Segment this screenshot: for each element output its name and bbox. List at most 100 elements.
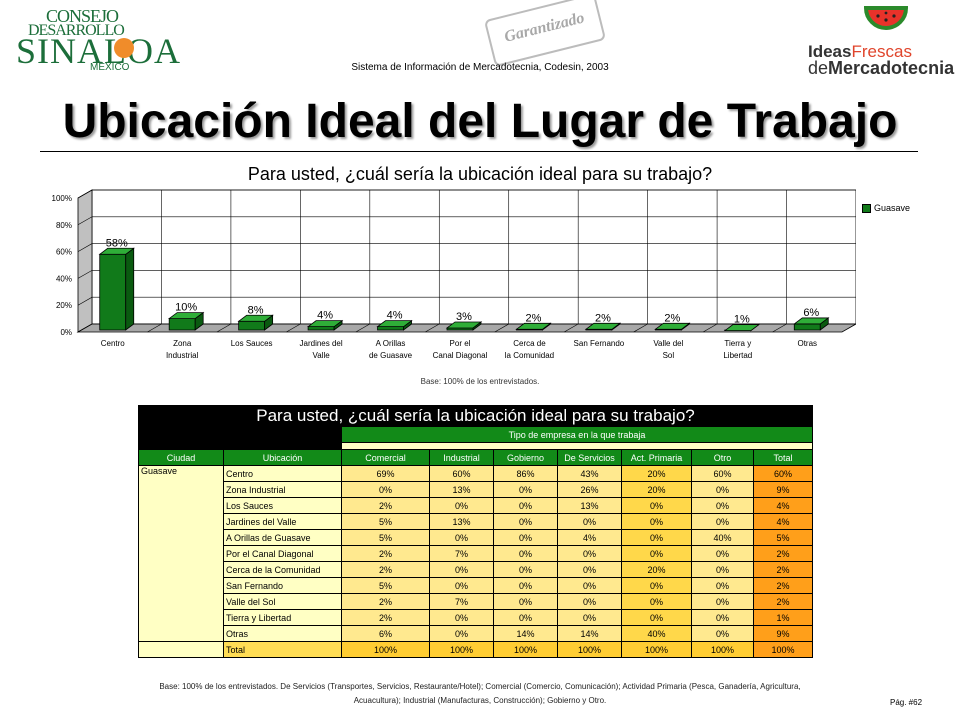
bar-top [723,324,761,332]
value-cell: 0% [493,545,558,562]
value-cell: 2% [341,609,430,626]
category-divider [772,190,787,333]
table-blank-band [341,442,813,450]
y-tick-label: 0% [60,328,72,337]
codesin-logo: CONSEJO DESARROLLO SINALOA MEXICO [8,4,180,76]
bar-chart: 0% 20% 40% 60% 80% 100% 58% 10% 8% 4% 4% 3% 2% 2% 2% 1%… [52,189,856,360]
x-tick-label: Tierra y Libertad [723,339,752,360]
value-cell: 13% [429,481,494,498]
value-cell: 0% [557,513,622,530]
bar-data-label: 2% [526,312,542,324]
table-header-row: Ciudad Ubicación Comercial Industrial Gobier… [138,449,813,466]
value-cell: 0% [493,497,558,514]
value-cell: 0% [691,561,754,578]
column-header: Comercial [341,449,430,466]
value-cell: 0% [691,625,754,642]
chart-title: Para usted, ¿cuál sería la ubicación ide… [247,164,713,184]
footnote: Base: 100% de los entrevistados. De Serv… [100,680,860,708]
value-cell: 0% [621,577,692,594]
value-cell: 100% [341,641,430,658]
location-cell: Valle del Sol [223,593,342,610]
bar-data-label: 2% [664,312,680,324]
category-divider [564,190,579,333]
value-cell: 0% [429,577,494,594]
x-tick-label: Otras [797,339,817,348]
x-tick-label: Por el Canal Diagonal [433,339,488,360]
logo-text-consejo: CONSEJO [46,6,119,26]
table-row: Guasave Centro 69% 60% 86% 43% 20% 60% 60% [138,465,813,642]
location-cell: San Fernando [223,577,342,594]
table-row: Zona Industrial 0% 13% 0% 26% 20% 0% 9% [139,481,813,498]
value-cell: 60% [429,465,494,482]
value-cell: 0% [429,497,494,514]
table-row: Otras 6% 0% 14% 14% 40% 0% 9% [139,625,813,642]
value-cell: 100% [621,641,692,658]
location-cell: Jardines del Valle [223,513,342,530]
category-divider [147,190,162,333]
value-cell: 0% [621,609,692,626]
crosstab-table: Para usted, ¿cuál sería la ubicación ide… [138,405,813,658]
bar-data-label: 4% [387,310,403,322]
bar-top [654,322,691,330]
x-tick-label: A Orillas de Guasave [369,339,413,360]
value-cell: 0% [691,497,754,514]
value-cell: 0% [557,593,622,610]
table-row: Por el Canal Diagonal 2% 7% 0% 0% 0% 0% 2% [139,545,813,562]
category-divider [494,190,510,333]
category-divider [702,190,718,333]
location-cell: Zona Industrial [223,481,342,498]
bar-data-label: 2% [595,312,611,324]
value-cell: 26% [557,481,622,498]
bar-front [793,323,821,331]
category-divider [355,190,371,333]
footnote-line-1: Base: 100% de los entrevistados. De Serv… [159,682,801,691]
value-cell: 40% [621,625,692,642]
total-cell: 5% [753,529,813,546]
total-cell: 4% [753,497,813,514]
chart-base-note: Base: 100% de los entrevistados. [420,377,540,386]
value-cell: 5% [341,577,430,594]
system-subtitle: Sistema de Información de Mercadotecnia,… [351,62,609,73]
page-title: Ubicación Ideal del Lugar de Trabajo [62,95,898,148]
value-cell: 0% [493,561,558,578]
gridline [77,189,856,199]
value-cell: 0% [621,513,692,530]
value-cell: 86% [493,465,558,482]
value-cell: 0% [557,609,622,626]
value-cell: 0% [493,593,558,610]
total-cell: 9% [753,625,813,642]
total-cell: 60% [753,465,813,482]
chart-side-wall [77,189,93,333]
column-header: Total [753,449,813,466]
y-tick-label: 80% [56,221,72,230]
value-cell: 0% [691,593,754,610]
table-row: Tierra y Libertad 2% 0% 0% 0% 0% 0% 1% [139,609,813,626]
column-header: De Servicios [557,449,622,466]
gridline [77,270,856,279]
gridline [77,296,856,306]
chart-back-wall [91,189,856,325]
value-cell: 0% [429,609,494,626]
city-cell: Guasave [138,465,224,642]
value-cell: 20% [621,561,692,578]
total-cell: 2% [753,577,813,594]
column-header: Act. Primaria [621,449,692,466]
y-tick-label: 40% [56,274,72,283]
logo-line-2: deMercadotecnia [808,58,955,78]
city-cell-empty [138,641,224,658]
value-cell: 0% [429,625,494,642]
x-tick-label: Cerca de la Comunidad [505,339,554,360]
value-cell: 0% [691,577,754,594]
value-cell: 7% [429,593,494,610]
bar-front [168,318,196,331]
value-cell: 69% [341,465,430,482]
bar-top [445,321,483,329]
value-cell: 13% [557,497,622,514]
value-cell: 14% [557,625,622,642]
bar-top [306,320,344,328]
location-cell: Cerca de la Comunidad [223,561,342,578]
category-divider [633,190,648,333]
title-divider [40,151,918,152]
value-cell: 0% [621,545,692,562]
value-cell: 0% [621,497,692,514]
